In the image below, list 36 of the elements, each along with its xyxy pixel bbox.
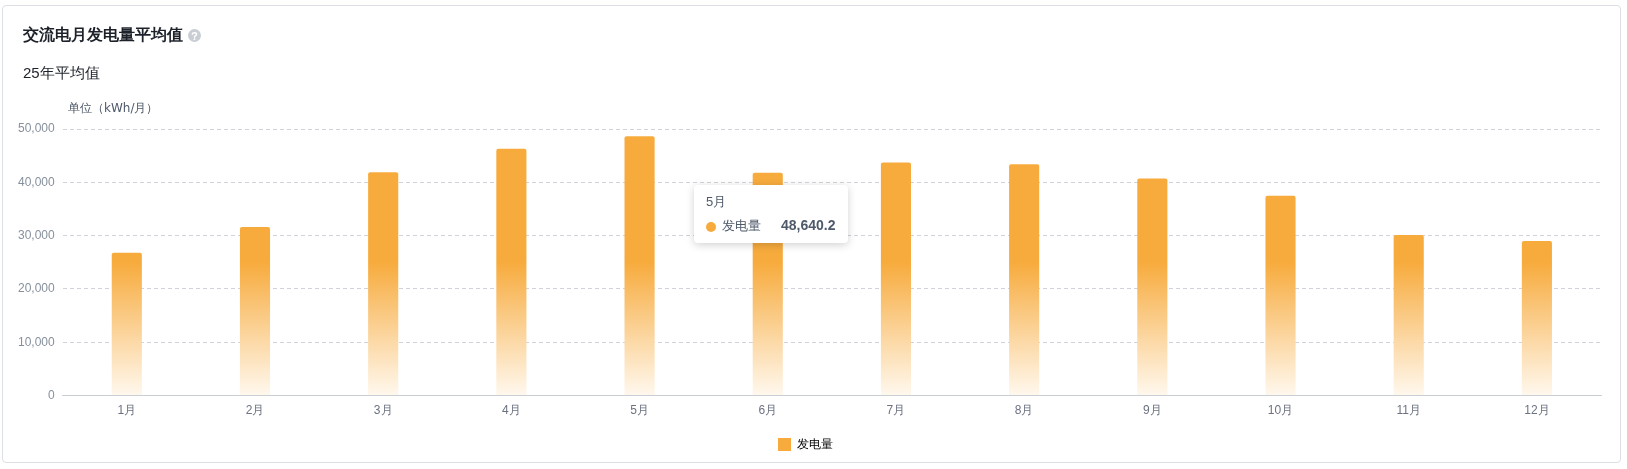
bar bbox=[624, 136, 655, 396]
bar bbox=[1521, 240, 1552, 396]
x-tick-label: 4月 bbox=[502, 403, 521, 418]
bar bbox=[1009, 164, 1040, 396]
bar bbox=[239, 227, 271, 396]
bar bbox=[368, 172, 399, 396]
x-tick-label: 5月 bbox=[630, 403, 649, 418]
x-tick-label: 2月 bbox=[245, 403, 265, 418]
bar bbox=[1393, 235, 1424, 396]
bar bbox=[496, 148, 527, 396]
y-tick-label: 0 bbox=[48, 387, 56, 402]
x-tick-label: 9月 bbox=[1142, 403, 1162, 418]
y-tick-label: 40,000 bbox=[18, 174, 56, 189]
x-tick-label: 11月 bbox=[1396, 403, 1421, 418]
y-tick-label: 30,000 bbox=[18, 227, 56, 242]
legend-label: 发电量 bbox=[797, 436, 833, 451]
y-tick-label: 50,000 bbox=[18, 121, 56, 136]
y-tick-label: 10,000 bbox=[18, 334, 56, 349]
chart-title: 交流电月发电量平均值 bbox=[23, 26, 183, 43]
y-tick-label: 20,000 bbox=[18, 281, 56, 296]
x-tick-label: 7月 bbox=[886, 403, 906, 418]
x-tick-label: 6月 bbox=[758, 403, 778, 418]
x-tick-label: 3月 bbox=[373, 403, 393, 418]
annotation: 发电量 bbox=[722, 218, 761, 233]
annotation: 48,640.2 bbox=[781, 217, 836, 233]
x-tick-label: 8月 bbox=[1014, 403, 1034, 418]
bar bbox=[111, 252, 142, 396]
x-tick-label: 12月 bbox=[1524, 403, 1550, 418]
bar bbox=[880, 162, 912, 396]
x-tick-label: 10月 bbox=[1267, 403, 1294, 418]
annotation: 5月 bbox=[706, 193, 728, 211]
x-tick-label: 1月 bbox=[117, 403, 137, 418]
bar bbox=[1265, 195, 1296, 396]
bar bbox=[1137, 178, 1168, 396]
y-axis-title: 单位（kWh/月） bbox=[68, 101, 159, 116]
chart-subtitle: 25年平均值 bbox=[23, 64, 100, 83]
